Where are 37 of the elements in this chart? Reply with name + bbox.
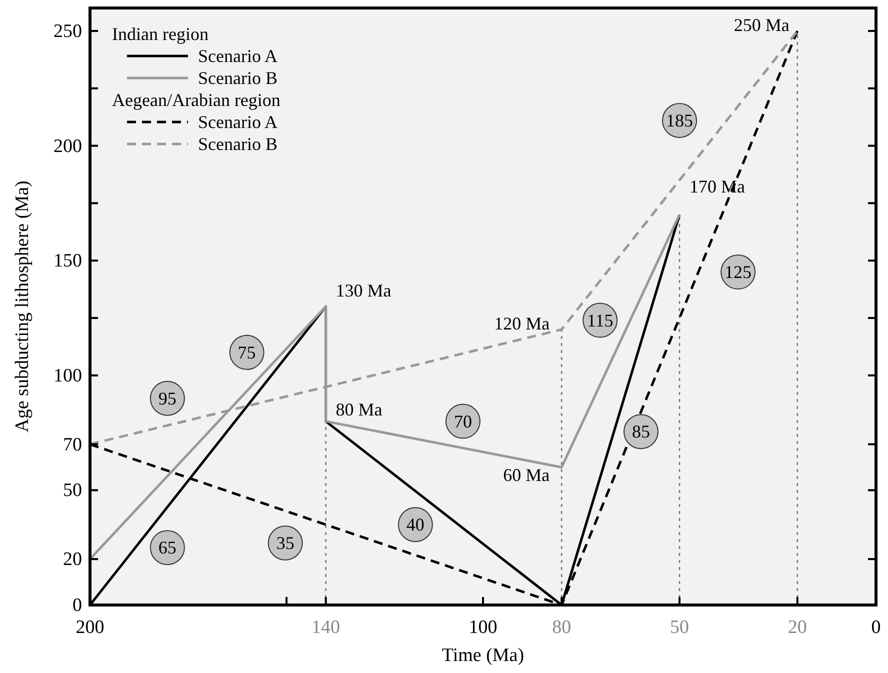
legend-label: Scenario B [198, 134, 278, 154]
y-tick-label: 150 [54, 250, 82, 272]
x-tick-label: 140 [312, 617, 340, 638]
annotation: 35 [276, 533, 294, 554]
y-tick-label: 70 [63, 434, 82, 456]
annotation: 115 [586, 310, 614, 330]
x-tick-label: 80 [552, 617, 572, 638]
annotation: 120 Ma [494, 313, 550, 334]
x-tick-label: 0 [871, 617, 881, 638]
legend-label: Scenario B [198, 68, 278, 88]
annotation: 185 [666, 110, 693, 131]
annotation: 80 Ma [336, 399, 382, 420]
y-tick-label: 250 [54, 20, 82, 42]
annotation: 70 [454, 411, 472, 432]
annotation: Aegean/Arabian region [112, 90, 280, 110]
legend-label: Scenario A [198, 46, 278, 66]
y-tick-label: 200 [54, 136, 82, 157]
y-tick-label: 20 [63, 549, 82, 570]
y-tick-label: 0 [72, 595, 82, 616]
annotation: 130 Ma [336, 280, 392, 300]
annotation: 250 Ma [734, 14, 790, 35]
annotation: 95 [158, 388, 176, 408]
annotation: 60 Ma [503, 465, 550, 486]
annotation: 40 [406, 514, 424, 535]
annotation: 65 [158, 538, 176, 558]
x-tick-label: 100 [468, 617, 498, 638]
x-axis-title: Time (Ma) [442, 645, 524, 666]
y-tick-label: 100 [54, 365, 82, 386]
x-tick-label: 50 [670, 617, 689, 638]
annotation: Indian region [112, 24, 208, 44]
legend-label: Scenario A [198, 112, 278, 132]
y-tick-label: 50 [63, 480, 82, 502]
annotation: 75 [238, 342, 256, 362]
annotation: 85 [632, 422, 650, 442]
x-tick-label: 20 [788, 617, 807, 638]
annotation: 125 [724, 262, 752, 282]
y-axis-title: Age subducting lithosphere (Ma) [12, 180, 33, 432]
